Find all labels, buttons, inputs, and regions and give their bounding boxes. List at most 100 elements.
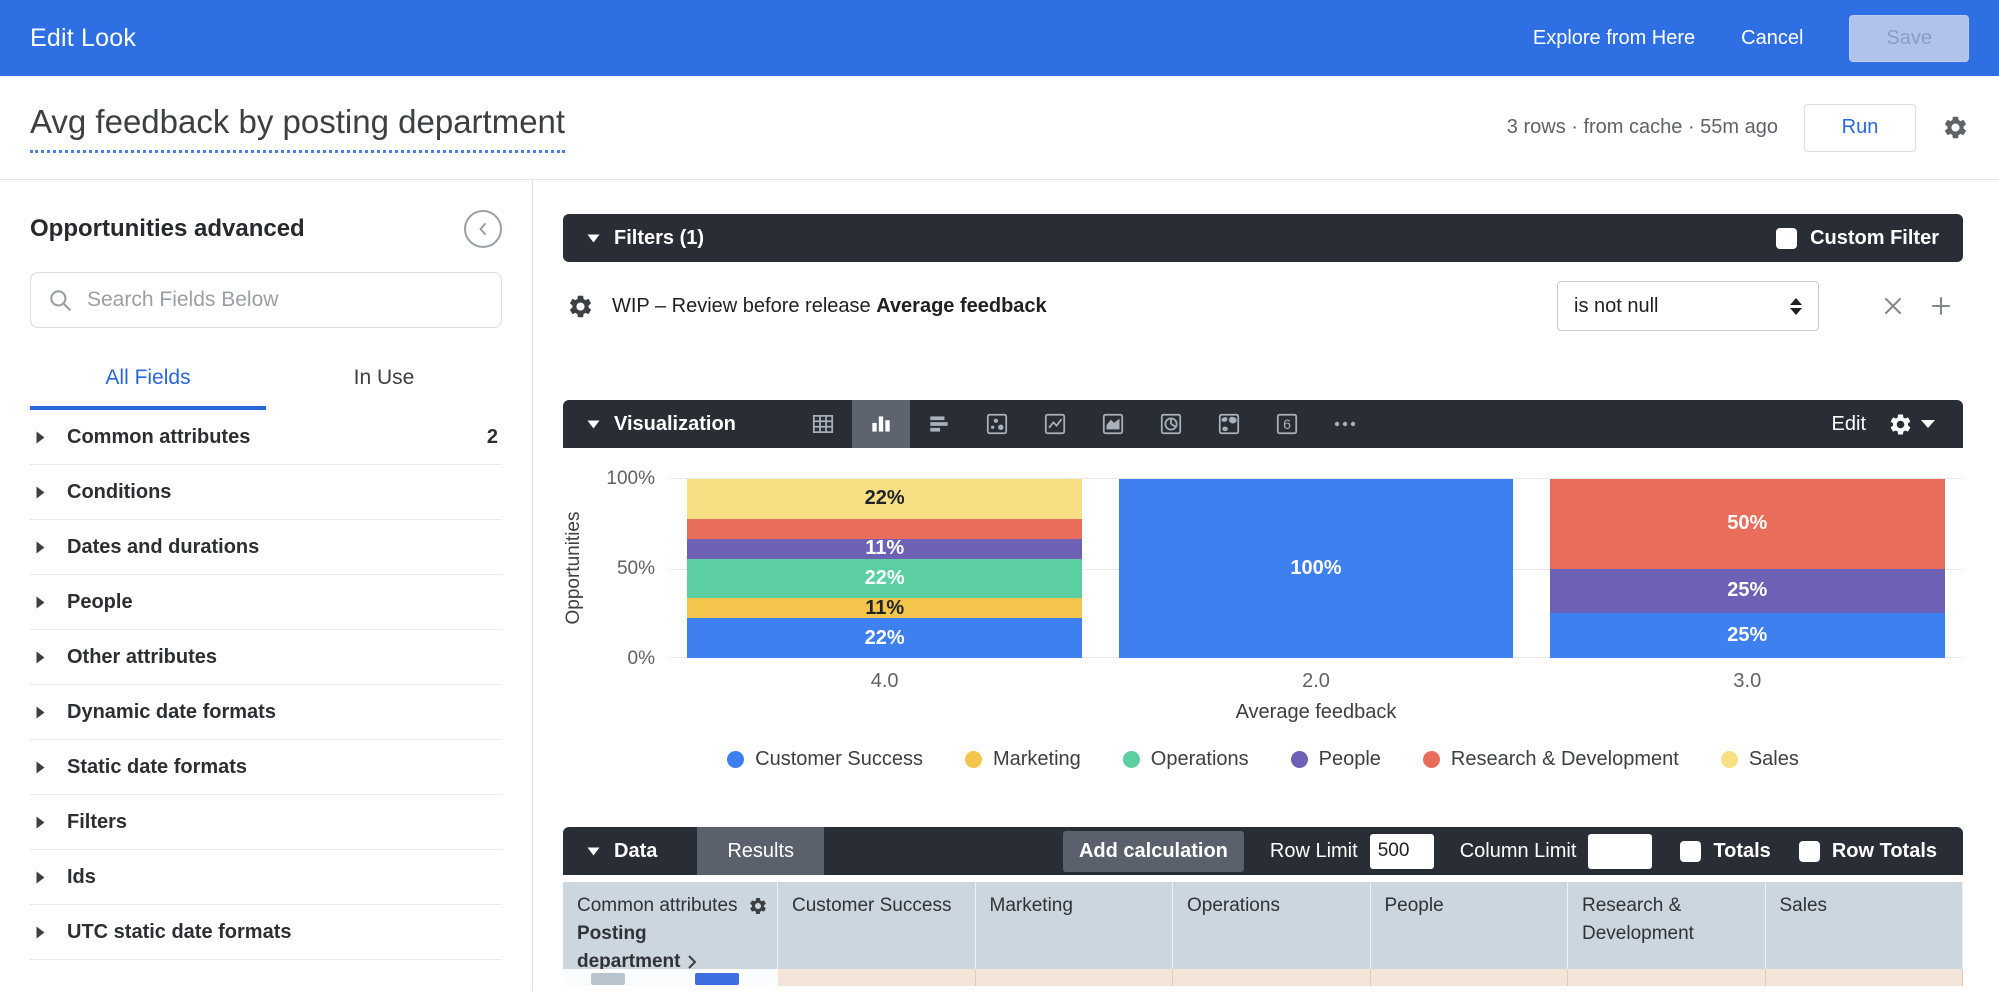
totals-checkbox[interactable] (1680, 840, 1702, 862)
single-value-icon[interactable]: 6 (1258, 400, 1316, 448)
y-axis-ticks: 100% 50% 0% (597, 468, 669, 669)
measure-header-cell[interactable]: Marketing (976, 882, 1173, 969)
row-limit-label: Row Limit (1269, 839, 1358, 862)
x-tick-label: 2.0 (1302, 670, 1330, 692)
scatter-icon[interactable] (968, 400, 1026, 448)
sidebar-item-label: Static date formats (67, 755, 248, 778)
sidebar-item-dynamic-date-formats[interactable]: Dynamic date formats (30, 685, 502, 740)
legend-item[interactable]: Sales (1720, 748, 1799, 771)
results-tab[interactable]: Results (697, 827, 825, 875)
field-tabs: All Fields In Use (30, 352, 502, 410)
pie-chart-icon[interactable] (1142, 400, 1200, 448)
sidebar-item-ids[interactable]: Ids (30, 850, 502, 905)
sidebar-item-dates-and-durations[interactable]: Dates and durations (30, 520, 502, 575)
explore-from-here-button[interactable]: Explore from Here (1532, 26, 1696, 49)
column-limit-input[interactable] (1588, 833, 1653, 869)
row-number-cell (563, 969, 778, 986)
bar-segment[interactable]: 100% (1118, 479, 1514, 658)
bar-segment[interactable]: 25% (1549, 568, 1945, 614)
totals-label: Totals (1713, 839, 1771, 862)
tab-in-use[interactable]: In Use (353, 366, 415, 389)
sidebar-item-label: Conditions (67, 480, 172, 503)
legend-swatch (1290, 751, 1308, 768)
tab-all-fields[interactable]: All Fields (30, 352, 266, 410)
bar-segment[interactable]: 50% (1549, 479, 1945, 569)
bar-segment[interactable]: 11% (687, 598, 1082, 619)
measure-header-cell[interactable]: People (1371, 882, 1568, 969)
sidebar-item-utc-static-date-formats[interactable]: UTC static date formats (30, 905, 502, 960)
viz-settings-gear-icon[interactable] (1888, 412, 1935, 437)
bar-segment[interactable]: 22% (687, 558, 1082, 599)
collapse-data-icon[interactable] (587, 847, 600, 856)
measure-header-cell[interactable]: Operations (1173, 882, 1371, 969)
sidebar-item-people[interactable]: People (30, 575, 502, 630)
custom-filter-checkbox[interactable] (1776, 227, 1798, 249)
row-limit-input[interactable] (1369, 833, 1434, 869)
bar-segment[interactable] (687, 518, 1082, 539)
bar-segment[interactable]: 25% (1549, 613, 1945, 658)
legend-item[interactable]: People (1290, 748, 1381, 771)
line-chart-icon[interactable] (1026, 400, 1084, 448)
column-gear-icon[interactable] (748, 896, 768, 916)
sidebar-item-static-date-formats[interactable]: Static date formats (30, 740, 502, 795)
filters-section-bar: Filters (1) Custom Filter (563, 214, 1963, 262)
table-cell-partial (1173, 969, 1371, 986)
more-icon[interactable] (1316, 400, 1374, 448)
data-section-bar: Data Results Add calculation Row Limit C… (563, 827, 1963, 875)
sidebar-item-other-attributes[interactable]: Other attributes (30, 630, 502, 685)
field-search[interactable] (30, 272, 502, 328)
filter-gear-icon[interactable] (567, 293, 594, 320)
table-cell-partial (975, 969, 1173, 986)
area-chart-icon[interactable] (1084, 400, 1142, 448)
chart-type-toolbar: 6 (794, 400, 1374, 448)
run-button[interactable]: Run (1804, 103, 1916, 152)
legend-label: Research & Development (1450, 748, 1679, 770)
collapse-filters-icon[interactable] (587, 234, 600, 243)
measure-header-cell[interactable]: Customer Success (778, 882, 976, 969)
bar-chart-icon[interactable] (910, 400, 968, 448)
sidebar-item-conditions[interactable]: Conditions (30, 465, 502, 520)
legend-item[interactable]: Marketing (964, 748, 1081, 771)
stacked-bar-3.0[interactable]: 25% 25% 50% (1549, 479, 1945, 658)
field-count-badge: 2 (486, 425, 498, 448)
add-filter-icon[interactable] (1929, 294, 1953, 318)
sidebar-item-label: Filters (67, 810, 128, 833)
measure-header-cell[interactable]: Research & Development (1568, 882, 1766, 969)
filter-operator-select[interactable]: is not null (1557, 281, 1819, 331)
legend-item[interactable]: Research & Development (1422, 748, 1679, 771)
sidebar-item-common-attributes[interactable]: Common attributes 2 (30, 410, 502, 465)
legend-item[interactable]: Customer Success (727, 748, 923, 771)
measure-header-cell[interactable]: Sales (1766, 882, 1963, 969)
results-table: Common attributes Posting department Cus… (563, 882, 1963, 986)
legend-item[interactable]: Operations (1122, 748, 1249, 771)
bar-segment[interactable]: 22% (687, 618, 1082, 658)
map-icon[interactable] (1200, 400, 1258, 448)
bar-segment[interactable]: 11% (687, 538, 1082, 559)
bar-segment[interactable]: 22% (687, 479, 1082, 519)
cancel-button[interactable]: Cancel (1741, 26, 1804, 49)
collapse-sidebar-button[interactable] (464, 210, 502, 248)
stacked-bar-4.0[interactable]: 22% 11% 22% 11% 22% (687, 479, 1082, 658)
custom-filter-label: Custom Filter (1810, 226, 1939, 249)
viz-edit-button[interactable]: Edit (1831, 412, 1866, 435)
table-icon[interactable] (794, 400, 852, 448)
table-row[interactable] (563, 969, 1963, 986)
legend-label: Customer Success (755, 748, 923, 770)
sidebar-item-label: UTC static date formats (67, 920, 292, 943)
expand-caret-icon (36, 706, 45, 719)
column-limit-label: Column Limit (1459, 839, 1577, 862)
save-button[interactable]: Save (1849, 14, 1969, 62)
stacked-bar-2.0[interactable]: 100% (1118, 479, 1514, 658)
remove-filter-icon[interactable] (1881, 294, 1905, 318)
collapse-visualization-icon[interactable] (587, 420, 600, 429)
row-totals-checkbox[interactable] (1798, 840, 1820, 862)
add-calculation-button[interactable]: Add calculation (1062, 830, 1244, 872)
dimension-header-cell[interactable]: Common attributes Posting department (563, 882, 778, 969)
look-settings-gear-icon[interactable] (1942, 114, 1969, 141)
look-title[interactable]: Avg feedback by posting department (30, 103, 566, 153)
chevron-right-icon (688, 955, 697, 969)
column-chart-icon[interactable] (851, 400, 910, 448)
sidebar-item-filters[interactable]: Filters (30, 795, 502, 850)
search-input[interactable] (87, 288, 485, 312)
table-cell-partial (1568, 969, 1766, 986)
